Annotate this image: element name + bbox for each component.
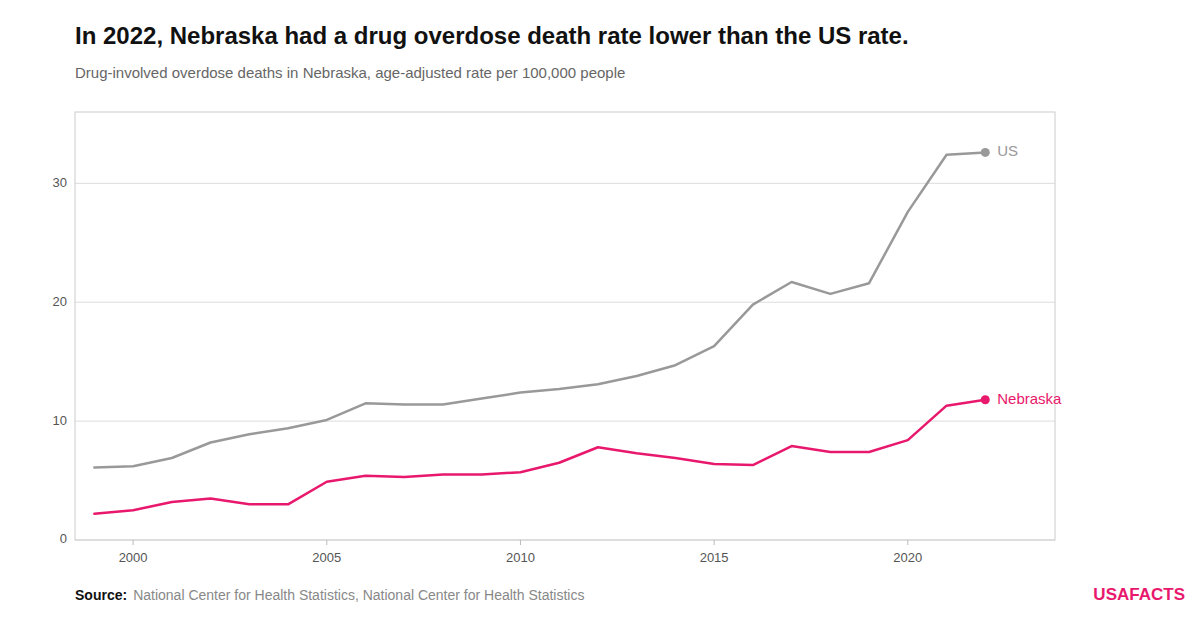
grid: [75, 183, 1055, 540]
x-tick: [907, 540, 908, 545]
source-text: National Center for Health Statistics, N…: [133, 587, 584, 603]
x-tick: [520, 540, 521, 545]
source-label: Source:: [75, 587, 127, 603]
x-tick-label: 2015: [700, 550, 729, 565]
grid-line: [75, 421, 1055, 422]
y-tick-label: 10: [53, 413, 67, 428]
title: In 2022, Nebraska had a drug overdose de…: [75, 22, 909, 49]
x-tick-label: 2000: [119, 550, 148, 565]
y-tick-label: 20: [53, 294, 67, 309]
y-tick-label: 30: [53, 175, 67, 190]
branding-usa: USA: [1093, 585, 1129, 604]
series-line: [94, 152, 985, 467]
page: {"chart_data": { "type": "line", "title"…: [0, 0, 1200, 628]
series-label: US: [997, 142, 1018, 159]
grid-line: [75, 183, 1055, 184]
plot-frame: [75, 112, 1055, 540]
x-tick-label: 2005: [312, 550, 341, 565]
source: Source: National Center for Health Statis…: [75, 587, 584, 603]
branding-facts: FACTS: [1129, 585, 1185, 604]
x-tick: [326, 540, 327, 545]
line-labels: US Nebraska: [997, 142, 1062, 406]
subtitle: Drug-involved overdose deaths in Nebrask…: [75, 64, 625, 81]
x-tick: [133, 540, 134, 545]
plot-area: [94, 148, 989, 514]
series-label: Nebraska: [997, 390, 1062, 407]
grid-line: [75, 302, 1055, 303]
end-marker: [981, 395, 990, 404]
chart: In 2022, Nebraska had a drug overdose de…: [0, 0, 1200, 628]
x-tick-label: 2010: [506, 550, 535, 565]
x-tick-label: 2020: [893, 550, 922, 565]
series-line: [94, 400, 985, 514]
branding: USAFACTS: [1093, 585, 1185, 604]
y-tick-label: 0: [60, 531, 67, 546]
end-marker: [981, 148, 990, 157]
x-tick: [714, 540, 715, 545]
